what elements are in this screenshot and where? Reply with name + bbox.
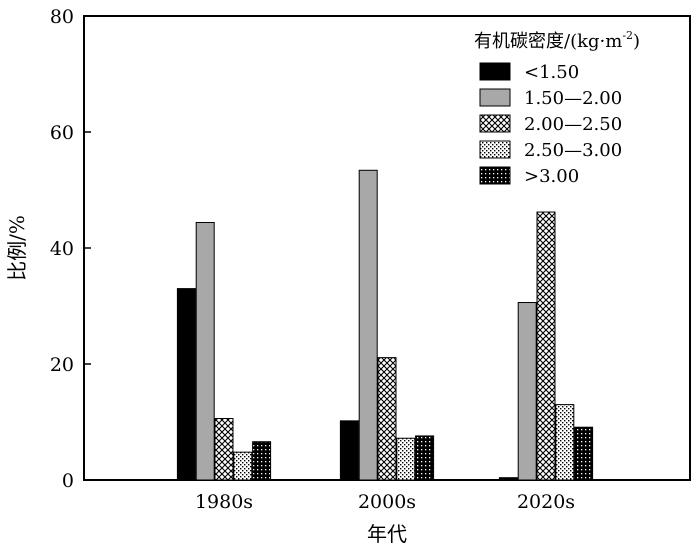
legend-swatch: [479, 140, 511, 159]
bar-1980s-3: [233, 451, 253, 481]
y-axis: 0 20 40 60 80: [50, 6, 91, 492]
bar-2000s-2: [377, 357, 397, 481]
legend-swatch: [479, 88, 511, 107]
legend-label: 2.00—2.50: [524, 114, 622, 135]
x-tick-label: 2000s: [358, 491, 416, 513]
bar-2000s-1: [358, 169, 378, 481]
legend-label: 1.50—2.00: [524, 88, 622, 109]
legend-label: >3.00: [524, 166, 579, 187]
y-tick-label: 20: [50, 354, 74, 376]
legend-swatch: [479, 114, 511, 133]
x-tick-label: 1980s: [195, 491, 253, 513]
bar-2000s-0: [339, 420, 359, 481]
y-tick-label: 80: [50, 6, 74, 28]
legend-label: 2.50—3.00: [524, 140, 622, 161]
y-tick-label: 0: [62, 470, 74, 492]
bar-1980s-0: [176, 288, 196, 481]
bar-2020s-4: [574, 426, 594, 481]
y-tick-label: 60: [50, 122, 74, 144]
y-axis-title: 比例/%: [5, 215, 29, 281]
bar-2020s-1: [517, 302, 537, 481]
bars: [176, 169, 594, 481]
bar-1980s-1: [195, 221, 215, 481]
legend-title: 有机碳密度/(kg·m-2): [474, 29, 640, 52]
bar-2020s-3: [555, 404, 575, 481]
legend-label: <1.50: [524, 62, 579, 83]
y-tick-label: 40: [50, 238, 74, 260]
x-axis-title: 年代: [367, 522, 407, 546]
x-tick-label: 2020s: [517, 491, 575, 513]
bar-1980s-2: [214, 418, 234, 481]
bar-1980s-4: [252, 441, 272, 481]
bar-2000s-3: [396, 437, 416, 481]
x-axis: 1980s 2000s 2020s: [195, 473, 575, 513]
legend-swatch: [479, 62, 511, 81]
legend-swatch: [479, 166, 511, 185]
bar-2020s-2: [536, 211, 556, 481]
bar-2000s-4: [415, 435, 435, 481]
legend: 有机碳密度/(kg·m-2) <1.50 1.50—2.00 2.00—2.50 2.…: [474, 29, 640, 187]
bar-2020s-0: [498, 477, 518, 481]
